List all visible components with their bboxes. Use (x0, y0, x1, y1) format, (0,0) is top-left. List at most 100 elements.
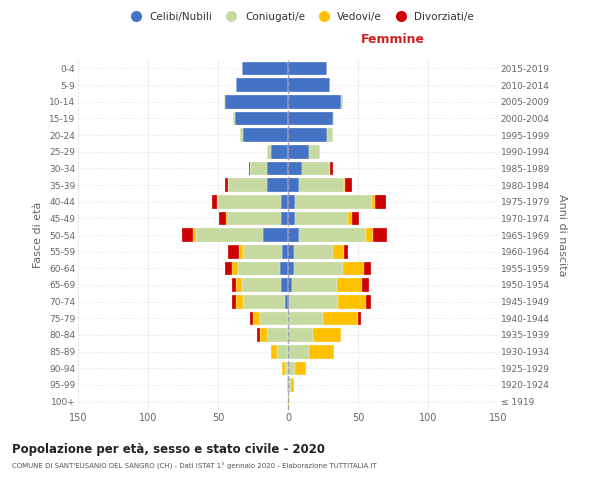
Bar (232, 262, 238, 275)
Bar (243, 295, 285, 308)
Bar (228, 245, 239, 258)
Bar (288, 62, 327, 75)
Bar (337, 278, 362, 292)
Bar (309, 145, 320, 158)
Bar (373, 228, 388, 242)
Bar (288, 112, 333, 125)
Bar (288, 128, 327, 142)
Bar (225, 262, 232, 275)
Bar (344, 178, 346, 192)
Bar (225, 178, 228, 192)
Bar (288, 312, 323, 325)
Bar (226, 212, 228, 225)
Bar (362, 278, 369, 292)
Bar (313, 328, 341, 342)
Bar (333, 245, 344, 258)
Bar (288, 228, 299, 242)
Bar (288, 145, 309, 158)
Bar (293, 262, 343, 275)
Bar (236, 278, 242, 292)
Bar (302, 162, 330, 175)
Bar (238, 262, 280, 275)
Bar (288, 378, 291, 392)
Bar (228, 178, 267, 192)
Bar (375, 195, 386, 208)
Bar (242, 62, 288, 75)
Text: COMUNE DI SANT'EUSANIO DEL SANGRO (CH) - Dati ISTAT 1° gennaio 2020 - Elaborazio: COMUNE DI SANT'EUSANIO DEL SANGRO (CH) -… (12, 462, 377, 469)
Bar (239, 245, 243, 258)
Bar (309, 345, 334, 358)
Bar (358, 312, 361, 325)
Bar (235, 112, 288, 125)
Bar (287, 378, 288, 392)
Bar (299, 228, 367, 242)
Bar (232, 295, 236, 308)
Bar (295, 362, 306, 375)
Bar (288, 78, 330, 92)
Bar (277, 345, 288, 358)
Bar (288, 278, 292, 292)
Bar (281, 195, 288, 208)
Bar (364, 262, 371, 275)
Bar (232, 278, 236, 292)
Bar (271, 345, 277, 358)
Bar (242, 278, 281, 292)
Y-axis label: Fasce di età: Fasce di età (34, 202, 43, 268)
Bar (288, 295, 289, 308)
Bar (295, 212, 348, 225)
Y-axis label: Anni di nascita: Anni di nascita (557, 194, 566, 276)
Bar (241, 128, 243, 142)
Bar (367, 228, 373, 242)
Bar (280, 262, 288, 275)
Bar (250, 312, 253, 325)
Bar (233, 112, 235, 125)
Bar (348, 212, 352, 225)
Text: Popolazione per età, sesso e stato civile - 2020: Popolazione per età, sesso e stato civil… (12, 442, 325, 456)
Bar (257, 328, 260, 342)
Bar (293, 245, 333, 258)
Bar (288, 162, 302, 175)
Bar (288, 195, 295, 208)
Bar (295, 195, 372, 208)
Bar (267, 162, 288, 175)
Bar (288, 328, 313, 342)
Bar (218, 195, 281, 208)
Bar (263, 228, 288, 242)
Bar (249, 162, 250, 175)
Legend: Celibi/Nubili, Coniugati/e, Vedovi/e, Divorziati/e: Celibi/Nubili, Coniugati/e, Vedovi/e, Di… (122, 8, 478, 26)
Bar (250, 162, 267, 175)
Bar (243, 245, 283, 258)
Bar (372, 195, 375, 208)
Bar (289, 295, 338, 308)
Bar (288, 178, 299, 192)
Bar (267, 145, 271, 158)
Bar (288, 95, 341, 108)
Bar (288, 245, 293, 258)
Bar (253, 312, 260, 325)
Bar (299, 178, 344, 192)
Bar (338, 295, 367, 308)
Bar (352, 212, 359, 225)
Bar (228, 212, 281, 225)
Bar (236, 78, 288, 92)
Bar (225, 95, 288, 108)
Bar (243, 128, 288, 142)
Bar (281, 278, 288, 292)
Bar (288, 362, 295, 375)
Bar (330, 162, 333, 175)
Bar (288, 345, 309, 358)
Bar (271, 145, 288, 158)
Bar (260, 312, 288, 325)
Bar (333, 112, 334, 125)
Bar (288, 262, 293, 275)
Bar (224, 95, 225, 108)
Bar (323, 312, 358, 325)
Bar (260, 328, 267, 342)
Bar (288, 212, 295, 225)
Bar (292, 278, 337, 292)
Bar (281, 212, 288, 225)
Bar (285, 295, 288, 308)
Bar (220, 212, 226, 225)
Text: Femmine: Femmine (361, 33, 425, 46)
Bar (346, 178, 352, 192)
